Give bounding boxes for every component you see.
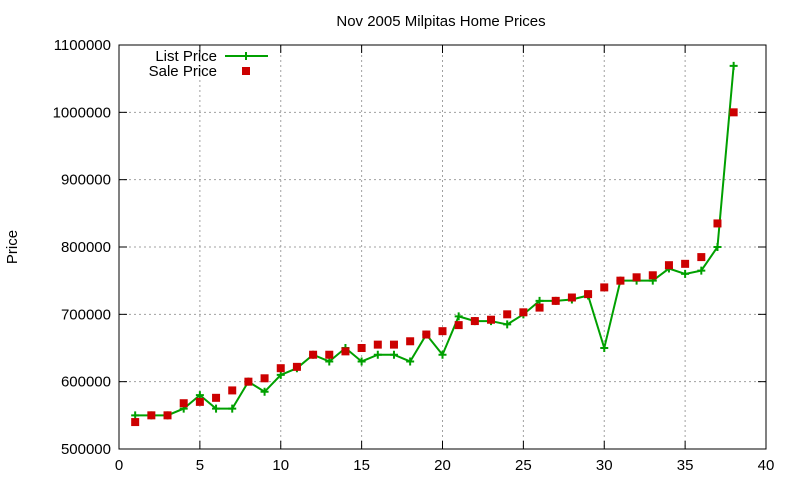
list-price-point (276, 370, 285, 379)
x-tick-label: 5 (196, 457, 204, 474)
sale-price-point (519, 308, 528, 317)
sale-price-point (551, 296, 560, 305)
chart-title: Nov 2005 Milpitas Home Prices (336, 13, 545, 30)
list-price-line (135, 65, 735, 417)
list-price-point (195, 391, 204, 400)
list-price-point (325, 357, 334, 366)
sale-price-point (697, 253, 706, 262)
sale-price-point (454, 321, 463, 330)
sale-price-point (729, 108, 738, 117)
list-price-point (438, 350, 447, 359)
sale-price-point (616, 276, 625, 285)
sale-price-point (389, 340, 398, 349)
sale-price-point (535, 303, 544, 312)
list-price-point (212, 404, 221, 413)
sale-price-point (131, 418, 140, 427)
x-tick-label: 0 (115, 457, 123, 474)
y-tick-label: 900000 (61, 172, 111, 189)
x-tick-label: 30 (596, 457, 613, 474)
sale-price-point (567, 293, 576, 302)
list-price-point (260, 387, 269, 396)
legend: List Price Sale Price (149, 48, 268, 80)
x-tick-label: 20 (434, 457, 451, 474)
sale-price-point (163, 411, 172, 420)
list-price-point (357, 357, 366, 366)
sale-price-point (487, 315, 496, 324)
x-tick-label: 35 (677, 457, 694, 474)
series (131, 61, 738, 427)
list-price-point (729, 61, 738, 70)
sale-price-point (648, 271, 657, 280)
sale-price-point (195, 397, 204, 406)
sale-price-point (632, 273, 641, 282)
grid (119, 45, 766, 449)
x-tick-label: 25 (515, 457, 532, 474)
sale-price-point (228, 386, 237, 395)
sale-price-point (470, 317, 479, 326)
sale-price-point (341, 347, 350, 356)
list-price-point (600, 344, 609, 352)
sale-price-point (357, 344, 366, 352)
list-price-point (406, 357, 415, 366)
sale-price-point (179, 399, 188, 408)
sale-price-point (147, 411, 156, 420)
list-price-point (373, 350, 382, 359)
sale-price-point (309, 350, 318, 359)
x-tick-label: 15 (353, 457, 370, 474)
sale-price-point (438, 327, 447, 336)
y-axis-label: Price (4, 230, 21, 264)
ticks: 0 5 10 15 20 25 30 35 40 500000 600000 700000 800000… (53, 37, 775, 474)
y-tick-label: 500000 (61, 441, 111, 458)
sale-price-point (681, 259, 690, 268)
list-price-point (228, 404, 237, 413)
sale-price-point (276, 364, 285, 373)
y-tick-label: 1000000 (53, 104, 111, 121)
legend-label-sale-price: Sale Price (149, 63, 217, 80)
list-price-point (503, 320, 512, 329)
sale-price-point (373, 340, 382, 349)
legend-label-list-price: List Price (155, 48, 217, 65)
y-tick-label: 600000 (61, 374, 111, 391)
list-price-point (389, 350, 398, 359)
sale-price-point (713, 219, 722, 228)
sale-price-point (422, 330, 431, 339)
list-price-point (454, 312, 463, 321)
y-tick-label: 700000 (61, 306, 111, 323)
legend-marker-sale-price (242, 67, 250, 75)
list-price-point (131, 411, 140, 420)
sale-price-point (584, 290, 593, 299)
sale-price-point (244, 377, 253, 386)
list-price-point (697, 266, 706, 275)
legend-marker-list-price (242, 52, 250, 60)
sale-price-point (406, 337, 415, 346)
list-price-point (713, 243, 722, 251)
plot-border (118, 44, 767, 450)
list-price-point (681, 269, 690, 278)
sale-price-point (664, 261, 673, 270)
y-tick-label: 1100000 (54, 37, 111, 54)
sale-price-point (212, 393, 221, 402)
x-tick-label: 10 (272, 457, 289, 474)
sale-price-point (325, 350, 334, 359)
sale-price-point (503, 310, 512, 319)
y-tick-label: 800000 (61, 239, 111, 256)
sale-price-point (260, 374, 269, 383)
sale-price-point (292, 362, 301, 371)
sale-price-point (600, 283, 609, 292)
list-price-point (535, 296, 544, 305)
x-tick-label: 40 (758, 457, 775, 474)
